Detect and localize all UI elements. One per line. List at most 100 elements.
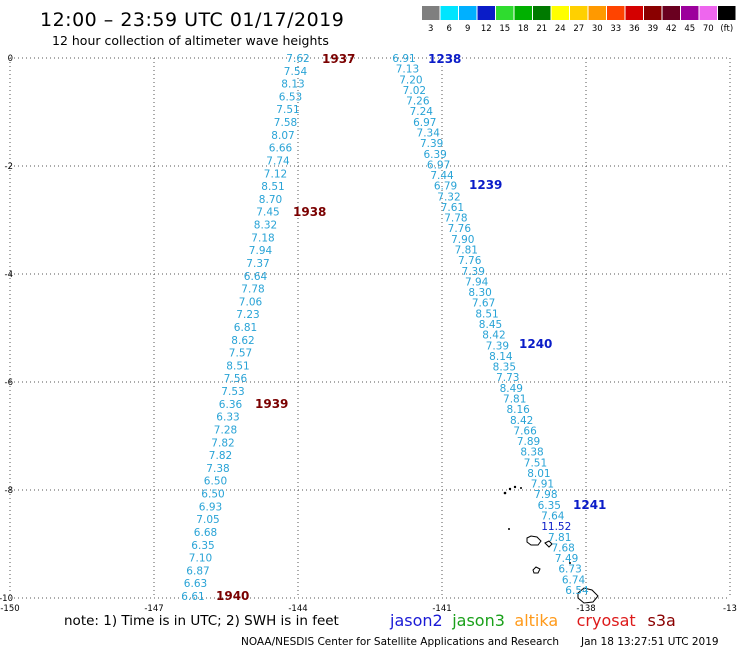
pass-time-label: 1939 [255,397,288,411]
wave-height-value: 6.74 [562,574,586,586]
legend-swatch [662,6,680,20]
page-subtitle: 12 hour collection of altimeter wave hei… [52,33,329,48]
latitude-tick-label: -8 [5,486,13,496]
island-outline [532,566,541,574]
wave-height-value: 8.51 [261,181,284,193]
wave-height-value: 7.74 [266,155,290,167]
wave-height-value: 7.49 [555,553,578,565]
wave-height-value: 6.61 [181,591,204,603]
wave-height-value: 7.67 [472,298,495,310]
latitude-tick-label: -6 [5,378,13,388]
legend-swatch [570,6,588,20]
page-title: 12:00 – 23:59 UTC 01/17/2019 [40,9,344,31]
legend-label: 27 [573,24,584,34]
wave-height-value: 7.57 [229,348,252,360]
longitude-tick-label: -144 [288,604,307,614]
wave-height-value: 7.20 [399,74,422,86]
satellite-name: cryosat [577,611,636,630]
wave-height-value: 7.81 [455,245,478,257]
color-legend: 3 6 9 12 15 18 21 24 27 30 33 36 39 42 45 70 (ft) [422,6,736,34]
wave-height-value: 6.97 [427,159,450,171]
legend-label: 33 [610,24,621,34]
wave-height-value: 7.76 [458,255,482,267]
wave-height-value: 6.81 [234,322,257,334]
longitude-tick-label: -150 [0,604,19,614]
legend-swatch [644,6,662,20]
wave-height-value: 7.94 [465,276,489,288]
legend-label: 39 [647,24,658,34]
footer-note: note: 1) Time is in UTC; 2) SWH is in fe… [64,613,339,629]
wave-height-value: 6.93 [199,501,222,513]
legend-label: 45 [684,24,695,34]
legend-label: 3 [428,24,433,34]
footer-timestamp: Jan 18 13:27:51 UTC 2019 [580,636,719,648]
longitude-tick-label: -147 [144,604,163,614]
island-outline [577,587,599,604]
longitude-tick-label: -138 [576,604,595,614]
satellite-name: altika [514,611,558,630]
wave-height-value: 7.28 [214,424,237,436]
satellite-track-east: 6.917.137.207.027.267.246.977.347.396.39… [392,52,606,597]
pass-time-label: 1241 [573,498,606,512]
wave-height-value: 6.91 [392,53,415,65]
latitude-tick-label: 0 [8,54,13,64]
wave-height-value: 7.90 [451,234,474,246]
wave-height-value: 8.32 [254,220,277,232]
wave-height-value: 11.52 [541,521,571,533]
legend-label: (ft) [720,24,733,34]
wave-height-value: 7.44 [430,170,454,182]
wave-height-value: 6.97 [413,117,436,129]
legend-label: 36 [629,24,640,34]
wave-height-value: 7.78 [444,213,467,225]
wave-height-value: 6.73 [558,564,581,576]
wave-height-value: 8.35 [493,362,516,374]
wave-height-value: 6.39 [423,149,446,161]
longitude-tick-label: -13 [723,604,737,614]
wave-height-value: 7.45 [256,207,279,219]
wave-height-value: 7.51 [524,457,547,469]
wave-height-value: 7.13 [396,64,419,76]
wave-height-value: 7.73 [496,372,519,384]
wave-height-value: 7.24 [410,106,434,118]
legend-swatch [533,6,551,20]
wave-height-value: 7.82 [209,450,232,462]
island-dot [520,487,522,489]
satellite-name-legend: jason2 jason3 altika cryosat s3a [389,611,676,630]
wave-height-value: 6.87 [186,565,209,577]
wave-height-value: 7.38 [206,463,229,475]
wave-height-value: 6.68 [194,527,217,539]
wave-height-value: 7.62 [286,53,309,65]
wave-height-value: 7.54 [284,66,308,78]
wave-height-value: 7.58 [274,117,297,129]
legend-label: 6 [447,24,452,34]
wave-height-value: 7.37 [246,258,269,270]
wave-height-value: 6.66 [269,143,293,155]
island-dot [569,562,571,564]
wave-height-value: 7.05 [196,514,219,526]
wave-height-value: 8.51 [475,308,498,320]
wave-height-value: 7.26 [406,96,430,108]
legend-swatch [625,6,643,20]
satellite-track-west: 7.627.548.136.537.517.588.076.667.747.12… [181,52,355,603]
wave-height-value: 6.50 [204,476,227,488]
wave-height-value: 7.56 [224,373,248,385]
latitude-tick-label: -2 [5,162,13,172]
legend-swatch [551,6,569,20]
pass-time-label: 1937 [322,52,355,66]
wave-height-value: 7.39 [462,266,485,278]
wave-height-value: 7.82 [211,437,234,449]
island-outline [526,535,542,546]
longitude-tick-label: -141 [432,604,451,614]
island-dot [508,487,512,491]
pass-time-label: 1940 [216,589,249,603]
wave-height-value: 6.54 [565,585,589,597]
wave-height-value: 7.53 [221,386,244,398]
wave-height-value: 7.66 [513,425,537,437]
wave-height-value: 7.39 [486,340,509,352]
island-dot [513,485,517,489]
island-outlines [503,485,599,604]
legend-label: 18 [518,24,529,34]
pass-time-label: 1938 [293,205,326,219]
